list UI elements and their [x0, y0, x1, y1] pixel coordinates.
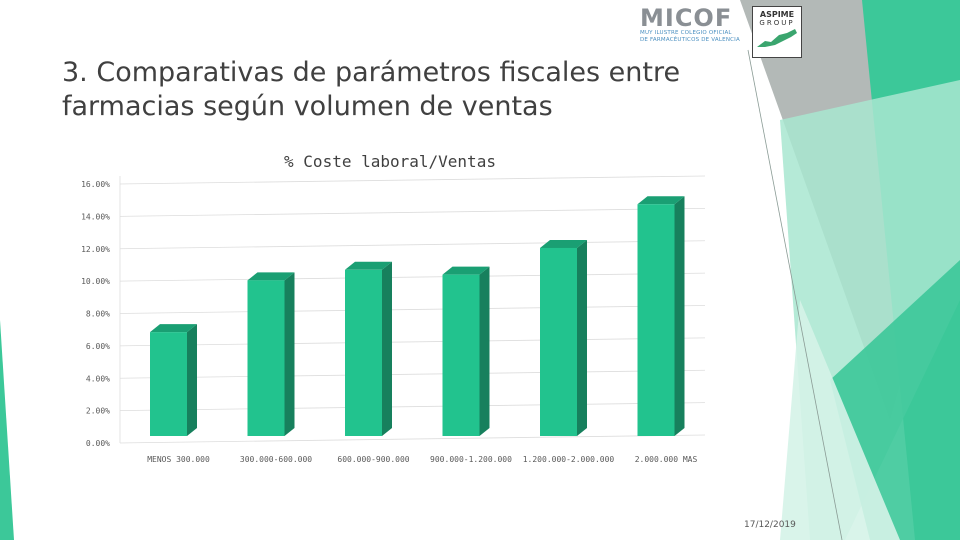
bar-top [345, 261, 392, 270]
bar-side [577, 239, 587, 436]
y-tick-label: 6.00% [86, 342, 110, 351]
bar-top [637, 196, 685, 205]
gridline [119, 207, 706, 217]
micof-logo-text: MICOF [640, 4, 733, 32]
gridline [119, 175, 706, 185]
gridline [119, 369, 706, 379]
y-tick-label: 0.00% [86, 439, 110, 448]
bar-top [150, 324, 197, 333]
y-tick-label: 8.00% [86, 310, 110, 319]
aspime-logo-text: ASPIME [759, 10, 795, 19]
bar-side [382, 261, 392, 436]
bar [247, 280, 285, 436]
gridline [119, 305, 706, 314]
bar-top [247, 272, 295, 281]
bar-side [284, 272, 295, 436]
aspime-logo-sub: GROUP [759, 19, 795, 27]
slide-title-line2: farmacias según volumen de ventas [62, 91, 553, 122]
gridline [119, 402, 706, 412]
x-tick-label: 900.000-1.200.000 [430, 455, 512, 464]
gridline [119, 240, 706, 250]
bar [442, 274, 480, 436]
deco-line [747, 49, 843, 540]
micof-logo-sub1: MUY ILUSTRE COLEGIO OFICIAL [640, 30, 732, 36]
y-tick-label: 12.00% [81, 245, 110, 254]
deco-pale [780, 300, 900, 540]
deco-left-strip [0, 320, 14, 540]
x-tick-label: 600.000-900.000 [337, 455, 409, 464]
y-tick-label: 10.00% [81, 277, 110, 286]
bar [345, 269, 382, 436]
slide-title: 3. Comparativas de parámetros fiscales e… [62, 56, 762, 124]
micof-logo: MICOF MUY ILUSTRE COLEGIO OFICIAL DE FAR… [640, 6, 740, 54]
x-tick-label: 300.000-600.000 [240, 455, 312, 464]
micof-logo-sub2: DE FARMACÉUTICOS DE VALENCIA [640, 37, 740, 43]
x-tick-label: MENOS 300.000 [147, 455, 210, 464]
y-tick-label: 14.00% [81, 212, 110, 221]
bar-top [442, 266, 490, 275]
bar [540, 247, 577, 436]
x-tick-label: 2.000.000 MAS [635, 455, 698, 464]
bar [637, 204, 675, 436]
slide-title-line1: 3. Comparativas de parámetros fiscales e… [62, 57, 681, 88]
bar-side [479, 266, 490, 436]
bar-top [540, 239, 587, 248]
bar [150, 332, 187, 436]
aspime-map-icon [757, 29, 797, 47]
chart-title: % Coste laboral/Ventas [284, 152, 496, 171]
bar-side [674, 196, 685, 436]
bar-side [187, 324, 197, 436]
y-tick-label: 2.00% [86, 407, 110, 416]
y-tick-label: 4.00% [86, 374, 110, 383]
x-tick-label: 1.200.000-2.000.000 [523, 455, 615, 464]
y-tick-label: 16.00% [81, 180, 110, 189]
gridline [119, 434, 706, 444]
gridline [119, 337, 706, 347]
gridline [119, 272, 706, 282]
aspime-logo: ASPIME GROUP [752, 6, 802, 58]
slide-date: 17/12/2019 [744, 520, 796, 530]
